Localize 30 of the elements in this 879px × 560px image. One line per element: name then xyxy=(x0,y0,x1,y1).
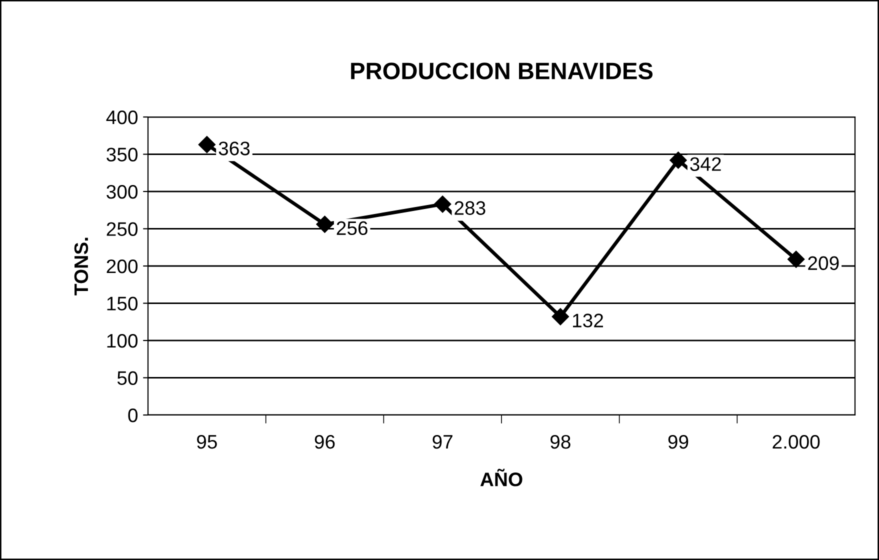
x-tick-label: 96 xyxy=(314,434,335,449)
data-label: 363 xyxy=(218,142,250,156)
data-label: 283 xyxy=(454,201,486,215)
data-label: 256 xyxy=(336,221,368,236)
data-label: 132 xyxy=(573,314,603,328)
x-tick-label: 2.000 xyxy=(772,434,820,449)
y-axis-title: TONS. xyxy=(74,238,88,296)
point xyxy=(316,216,334,233)
y-tick-label: 200 xyxy=(106,259,138,274)
y-tick-label: 100 xyxy=(107,334,138,348)
y-tick-label: 0 xyxy=(128,408,138,422)
y-tick-label: 50 xyxy=(117,371,138,385)
chart-title: PRODUCCION BENAVIDES xyxy=(351,62,653,80)
y-tick-label: 250 xyxy=(106,222,138,236)
x-axis-title: AÑO xyxy=(480,468,522,486)
x-tick-label: 99 xyxy=(668,434,688,449)
y-tick-label: 400 xyxy=(106,110,138,124)
data-label: 209 xyxy=(808,256,839,270)
point xyxy=(670,152,687,169)
point xyxy=(434,196,452,213)
x-tick-label: 95 xyxy=(197,434,217,449)
point xyxy=(552,308,569,326)
point xyxy=(198,136,216,154)
y-tick-label: 300 xyxy=(106,184,138,199)
y-tick-label: 350 xyxy=(106,148,138,162)
point xyxy=(788,250,805,268)
data-label: 342 xyxy=(690,157,721,171)
x-tick-label: 97 xyxy=(432,434,452,449)
y-tick-label: 150 xyxy=(107,296,138,310)
x-tick-label: 98 xyxy=(550,434,570,449)
